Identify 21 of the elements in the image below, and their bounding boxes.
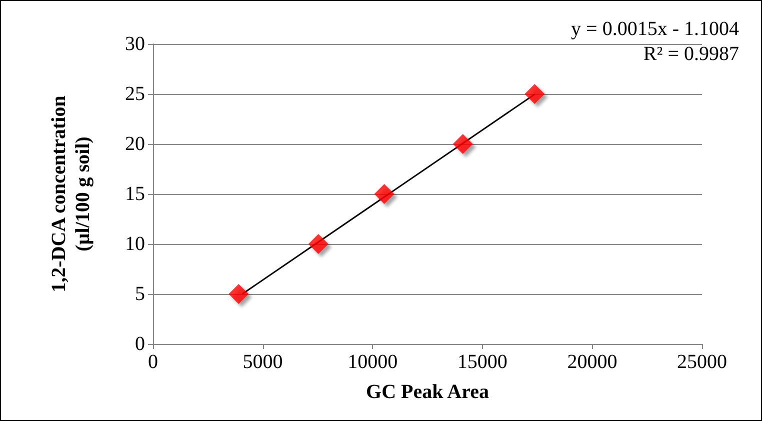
x-axis-title: GC Peak Area — [366, 381, 489, 403]
x-tick-label: 15000 — [457, 351, 508, 373]
y-tick-label: 5 — [135, 283, 145, 305]
y-tick-label: 20 — [125, 133, 145, 155]
x-tick-label: 20000 — [567, 351, 618, 373]
point — [524, 84, 545, 104]
x-tick-label: 5000 — [242, 351, 283, 373]
y-tick-label: 0 — [135, 333, 145, 355]
y-axis-title: 1,2-DCA concentration (µl/100 g soil) — [48, 96, 94, 292]
point — [228, 284, 249, 304]
y-tick-label: 10 — [125, 233, 145, 255]
annotation: R² = 0.9987 — [643, 43, 739, 65]
text: y = 0.0015x - 1.1004 — [571, 18, 739, 40]
x-tick-label: 10000 — [348, 351, 398, 373]
point — [452, 134, 473, 154]
y-tick-label: 25 — [125, 83, 145, 105]
y-tick-label: 15 — [125, 183, 145, 205]
y-tick-label: 30 — [125, 33, 145, 55]
x-tick-label: 25000 — [677, 351, 727, 373]
point — [308, 234, 328, 254]
point — [374, 184, 394, 204]
